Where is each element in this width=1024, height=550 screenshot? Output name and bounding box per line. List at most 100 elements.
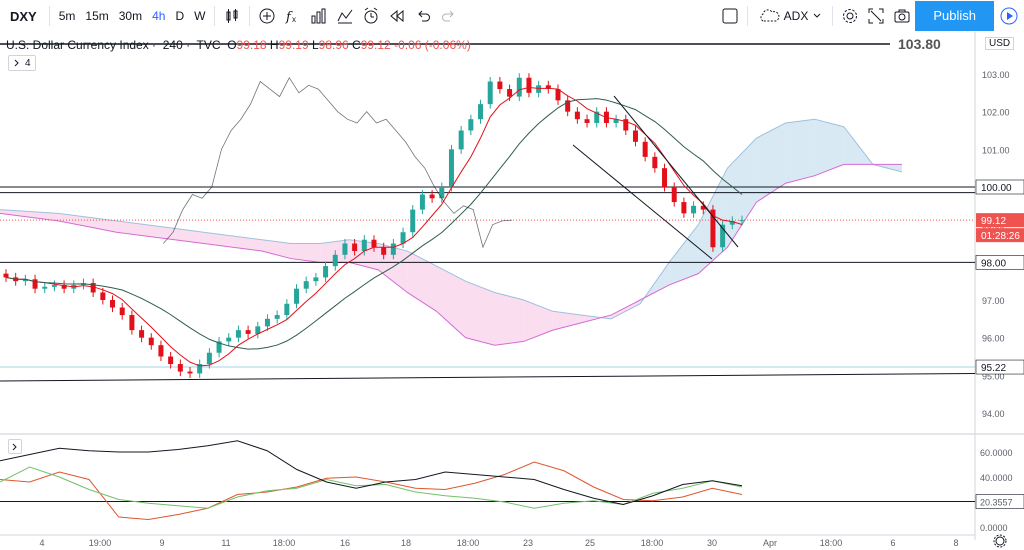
expand-icon[interactable] (863, 3, 889, 29)
toolbar-divider (249, 6, 251, 26)
ichimoku-cloud-segment (116, 220, 146, 236)
redo-icon[interactable] (436, 3, 462, 29)
legend-low-label: L (311, 38, 319, 52)
interval-15m[interactable]: 15m (85, 9, 109, 23)
candle-body (148, 337, 154, 346)
candle-body (216, 341, 222, 353)
legend-close: 99.12 (360, 38, 391, 52)
candle-body (729, 220, 735, 225)
time-axis-tick: 18:00 (273, 538, 296, 548)
adx-axis-tick: 60.0000 (980, 448, 1013, 458)
settings-gear-icon[interactable] (837, 3, 863, 29)
legend-low: 98.96 (318, 38, 349, 52)
chevron-right-icon (14, 59, 19, 67)
candle-body (429, 194, 435, 199)
layout-selector[interactable]: ADX (752, 9, 829, 23)
candle-body (739, 220, 745, 222)
compare-icon[interactable] (332, 3, 358, 29)
svg-text:f: f (285, 10, 293, 25)
adx-pane-toggle[interactable] (8, 439, 22, 454)
ichimoku-cloud-segment (203, 232, 233, 248)
currency-label[interactable]: USD (985, 37, 1015, 50)
channel-line-lower (572, 144, 713, 260)
candle-body (32, 279, 38, 289)
candle-body (700, 205, 706, 210)
candle-body (139, 330, 145, 338)
candle-body (361, 239, 367, 252)
toolbar-divider (746, 6, 748, 26)
time-axis-tick: 23 (523, 538, 533, 548)
legend-source: TVC (196, 38, 221, 52)
play-button[interactable] (994, 1, 1024, 31)
ichimoku-cloud-segment (87, 217, 117, 233)
fullscreen-box-icon[interactable] (717, 3, 743, 29)
price-label-text: 100.00 (981, 183, 1012, 194)
ichimoku-cloud-segment (756, 122, 786, 203)
candle-body (720, 224, 726, 248)
camera-icon[interactable] (889, 3, 915, 29)
candle-body (371, 239, 377, 248)
legend-high-label: H (269, 38, 279, 52)
candle-body (662, 168, 668, 187)
channel-line-upper (613, 95, 739, 248)
ichimoku-cloud-segment (232, 235, 262, 252)
indicators-toggle[interactable]: 4 (8, 55, 36, 71)
candle-body (226, 337, 232, 342)
candle-body (671, 187, 677, 203)
ichimoku-cloud-segment (29, 211, 59, 221)
candle-body (632, 130, 638, 142)
ichimoku-cloud-segment (290, 243, 321, 263)
candle-body (478, 104, 484, 120)
ichimoku-cloud-segment (669, 224, 699, 285)
price-label-box (975, 255, 1024, 270)
candles-icon[interactable] (219, 3, 245, 29)
ichimoku-span-b-line (0, 163, 902, 346)
chart-legend: U.S. Dollar Currency Index · 240 · TVC O… (6, 38, 471, 52)
candle-body (400, 232, 406, 244)
candle-body (565, 100, 571, 112)
toolbar-divider (214, 6, 216, 26)
price-label-text: 98.00 (981, 258, 1006, 269)
price-label-box (976, 213, 1024, 228)
candle-body (516, 77, 522, 97)
interval-30m[interactable]: 30m (118, 9, 143, 23)
time-axis-tick: 18:00 (641, 538, 664, 548)
candle-body (119, 307, 125, 316)
interval-4h[interactable]: 4h (152, 9, 166, 23)
candle-body (681, 202, 687, 214)
candle-body (235, 330, 241, 338)
interval-w[interactable]: W (194, 9, 206, 23)
ichimoku-cloud-segment (145, 224, 175, 240)
ichimoku-cloud-segment (261, 239, 291, 259)
publish-button[interactable]: Publish (915, 1, 994, 31)
candle-body (206, 352, 212, 365)
bar-chart-icon[interactable] (306, 3, 332, 29)
interval-d[interactable]: D (175, 9, 185, 23)
svg-text:x: x (292, 15, 296, 24)
add-icon[interactable] (254, 3, 280, 29)
ichimoku-cloud-segment (320, 239, 350, 263)
legend-interval: 240 (162, 38, 183, 52)
replay-icon[interactable] (384, 3, 410, 29)
candle-body (574, 111, 580, 120)
ichimoku-cloud-segment (407, 251, 437, 312)
candle-body (3, 273, 9, 278)
adx-line (0, 440, 743, 506)
play-icon (1000, 7, 1018, 25)
legend-change: -0.06 (-0.06%) (394, 38, 471, 52)
gear-inner (995, 536, 1005, 546)
symbol-search[interactable]: DXY (10, 8, 37, 24)
ichimoku-base-line (5, 98, 743, 350)
interval-5m[interactable]: 5m (58, 9, 76, 23)
candle-body (158, 345, 164, 357)
chevron-right-icon (12, 443, 17, 450)
alert-clock-icon[interactable] (358, 3, 384, 29)
candle-body (584, 119, 590, 123)
time-axis-tick: 30 (707, 538, 717, 548)
undo-icon[interactable] (410, 3, 436, 29)
time-axis-tick: 8 (953, 538, 958, 548)
ichimoku-cloud-segment (523, 300, 553, 342)
legend-close-label: C (352, 38, 361, 52)
